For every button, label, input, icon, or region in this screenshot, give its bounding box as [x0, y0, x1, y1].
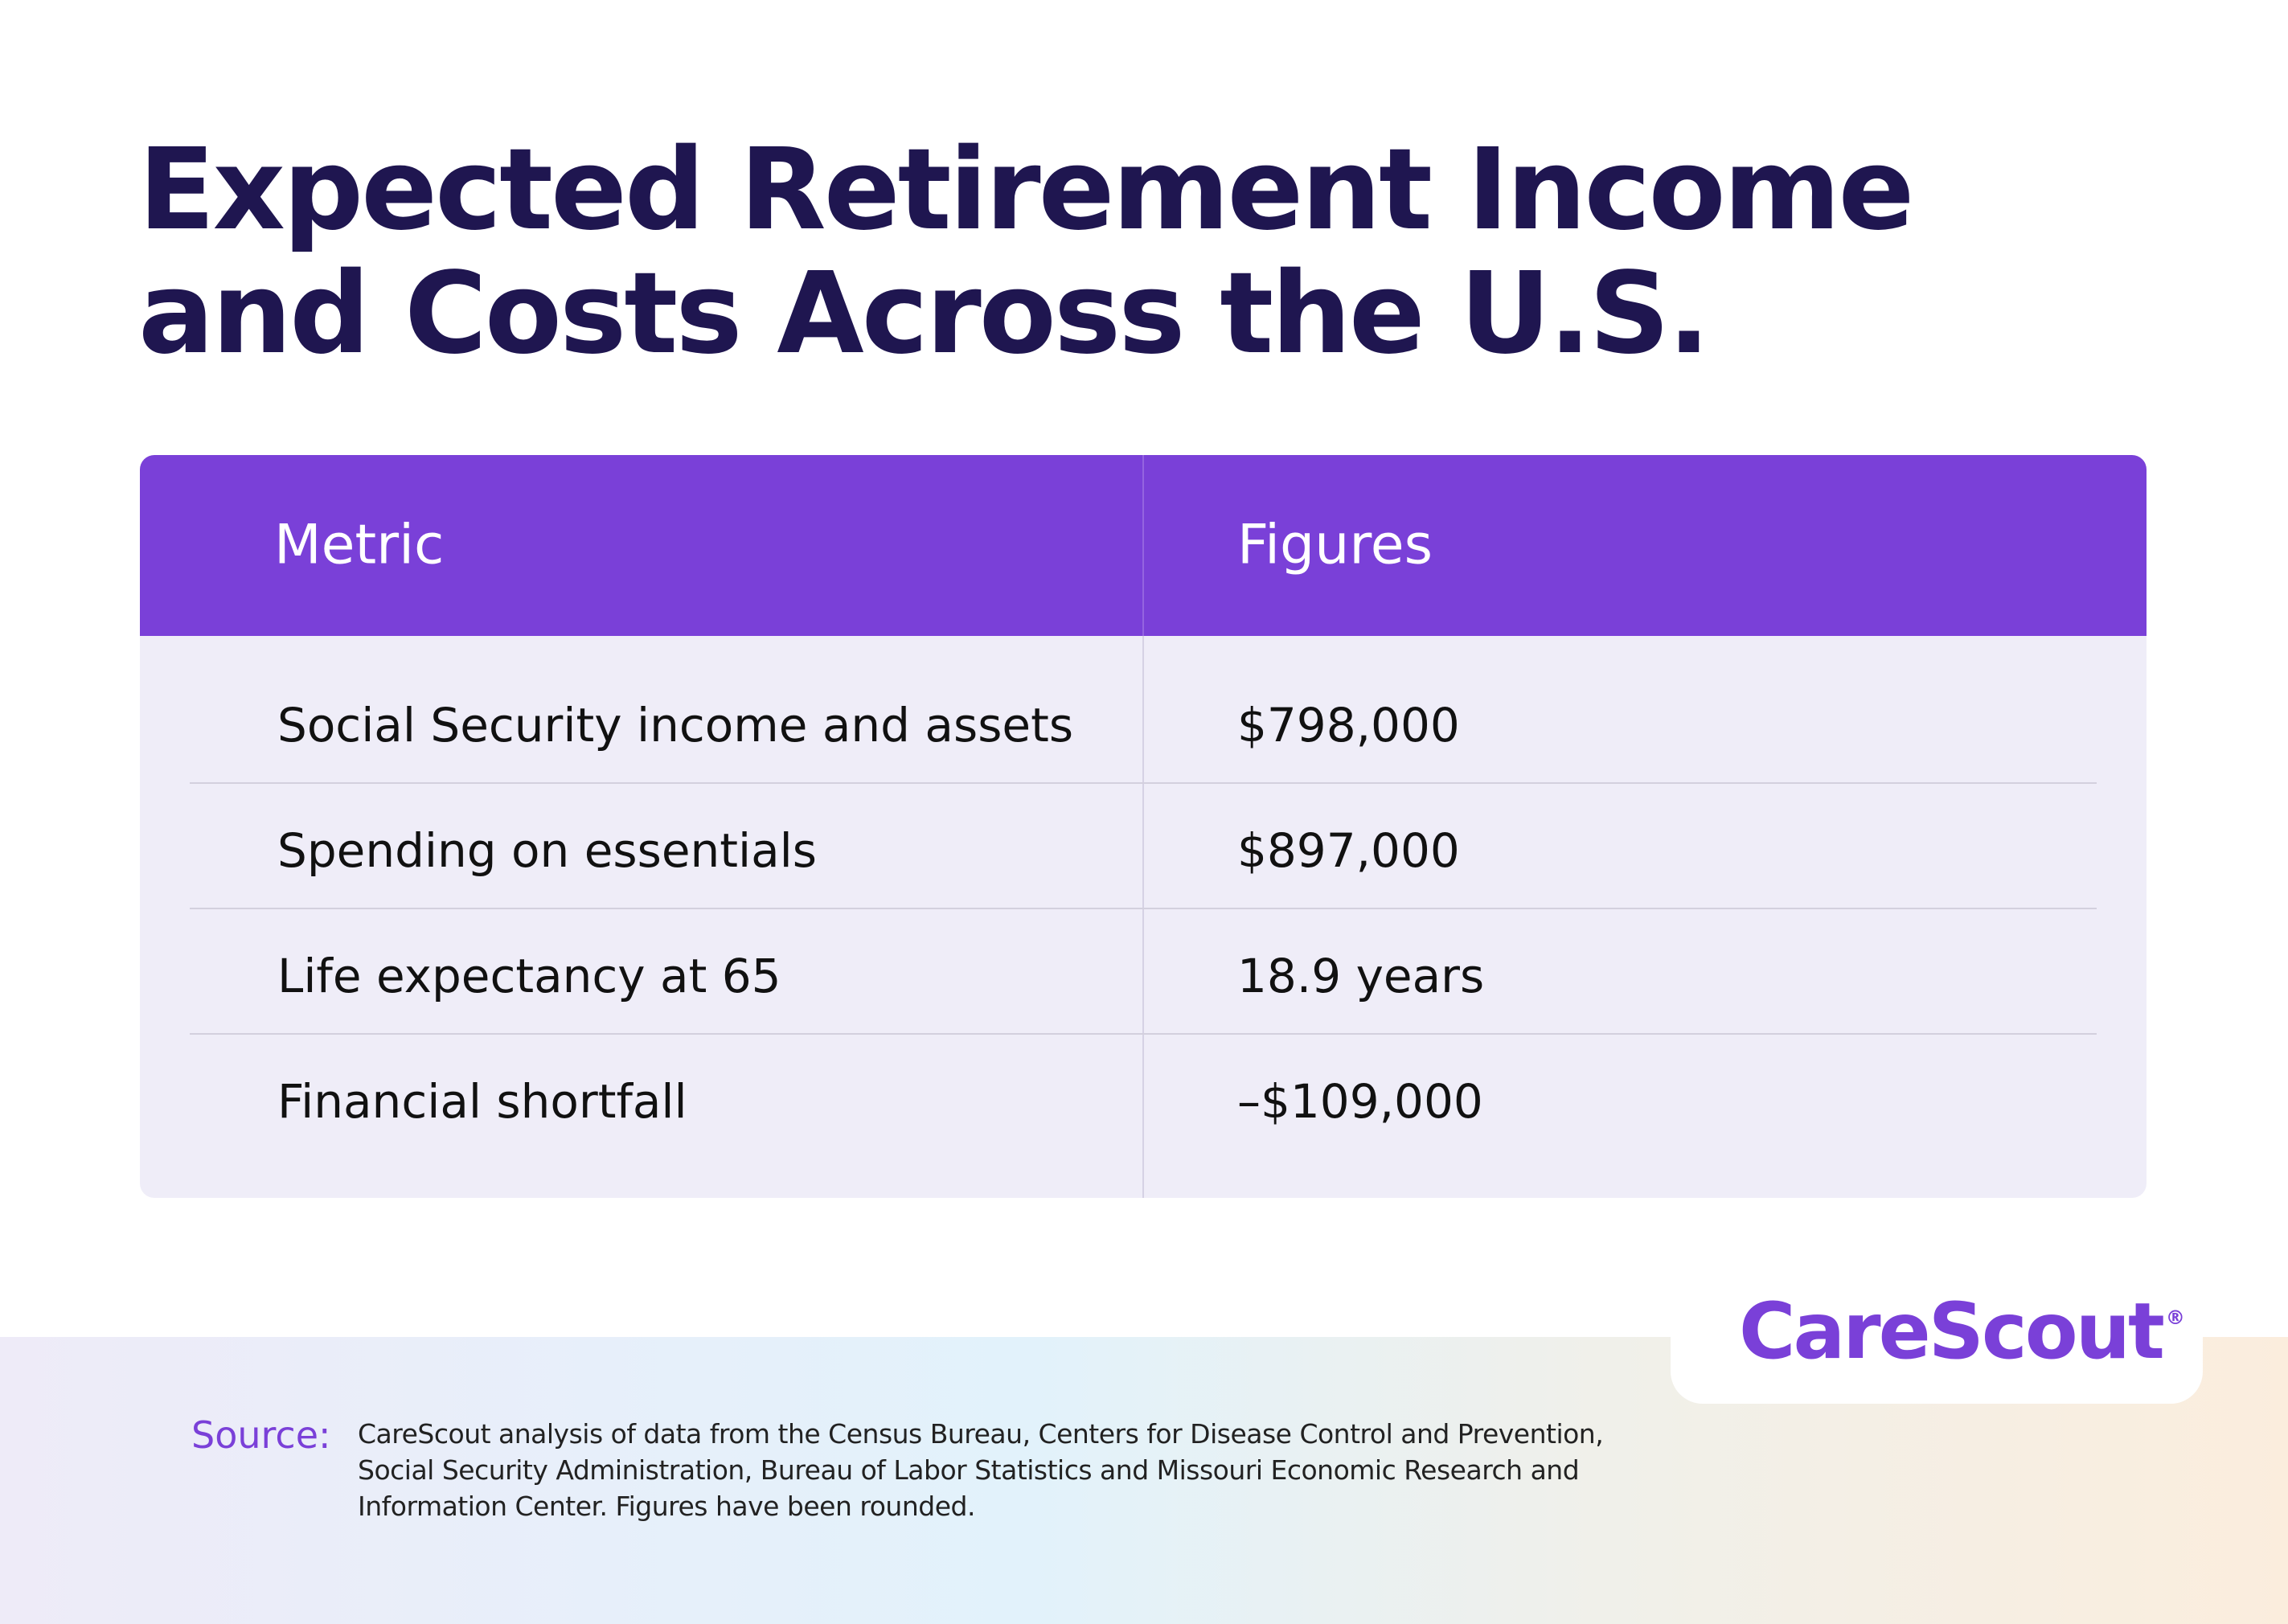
source-text: CareScout analysis of data from the Cens…	[358, 1418, 1604, 1450]
metric-cell: Life expectancy at 65	[277, 949, 781, 1003]
source-text: Social Security Administration, Bureau o…	[358, 1454, 1580, 1486]
source-label: Source:	[191, 1413, 331, 1457]
column-header: Figures	[1237, 513, 1433, 577]
metric-cell: Spending on essentials	[277, 823, 817, 878]
figure-cell: 18.9 years	[1237, 949, 1485, 1003]
figure-cell: $798,000	[1237, 698, 1460, 753]
source-text: Information Center. Figures have been ro…	[358, 1491, 975, 1522]
metric-cell: Financial shortfall	[277, 1074, 687, 1129]
title: Expected Retirement Income	[138, 125, 1915, 256]
logo-tab	[1671, 1318, 2203, 1404]
figure-cell: –$109,000	[1237, 1074, 1483, 1129]
logo-text: CareScout	[1739, 1286, 2165, 1376]
metric-cell: Social Security income and assets	[277, 698, 1074, 753]
column-divider	[1142, 455, 1144, 636]
column-header: Metric	[274, 513, 445, 577]
table: Metric Figures Social Security income an…	[140, 455, 2147, 1198]
row-separator	[190, 908, 2097, 909]
row-separator	[190, 782, 2097, 784]
title: and Costs Across the U.S.	[138, 248, 1710, 379]
logo-mark: ®	[2165, 1306, 2185, 1329]
figure-cell: $897,000	[1237, 823, 1460, 878]
logo: CareScout ®	[1739, 1286, 2185, 1376]
row-separator	[190, 1033, 2097, 1035]
column-divider	[1142, 455, 1144, 1198]
